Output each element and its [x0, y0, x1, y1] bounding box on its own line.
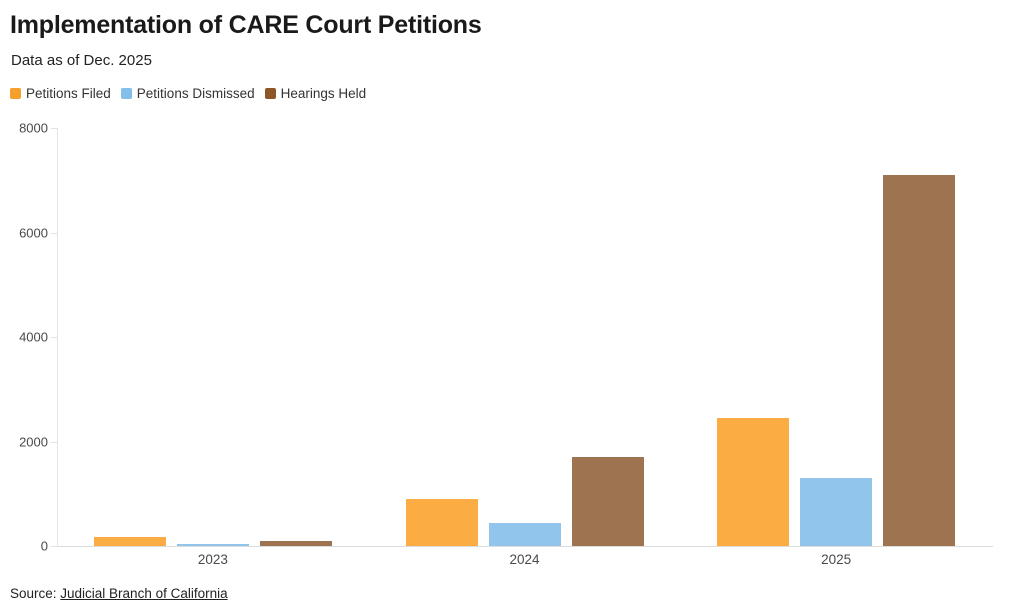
x-axis-label-2024: 2024 [509, 552, 540, 567]
x-axis-label-2023: 2023 [197, 552, 228, 567]
y-tick-label-4000: 4000 [19, 329, 48, 345]
y-axis: 0 2000 4000 6000 8000 [0, 118, 57, 576]
y-tick-mark-6000 [51, 232, 57, 234]
y-tick-label-8000: 8000 [19, 120, 48, 136]
bar-petitions-dismissed-2023[interactable] [176, 543, 249, 546]
bar-group-2025 [680, 128, 992, 546]
x-axis-labels: 2023 2024 2025 [57, 552, 992, 567]
bar-petitions-filed-2024[interactable] [405, 498, 478, 546]
y-tick-label-6000: 6000 [19, 225, 48, 240]
y-tick-mark-2000 [51, 441, 57, 443]
legend-item-petitions-dismissed: Petitions Dismissed [120, 86, 255, 101]
source-prefix: Source: [10, 586, 61, 601]
plot-area [57, 128, 992, 546]
y-axis-line [57, 128, 58, 546]
bar-hearings-held-2025[interactable] [883, 175, 956, 546]
bar-petitions-dismissed-2025[interactable] [800, 478, 873, 546]
bar-chart: 0 2000 4000 6000 8000 2023 2024 2025 [0, 118, 1020, 576]
source-link[interactable]: Judicial Branch of California [60, 586, 228, 601]
bar-hearings-held-2024[interactable] [571, 457, 644, 546]
y-tick-mark-0 [51, 546, 57, 547]
chart-subtitle: Data as of Dec. 2025 [11, 52, 152, 69]
bar-group-2024 [369, 128, 681, 546]
bar-hearings-held-2023[interactable] [259, 540, 332, 546]
legend-item-hearings-held: Hearings Held [264, 86, 367, 101]
y-tick-mark-8000 [51, 128, 57, 129]
bar-petitions-dismissed-2024[interactable] [488, 523, 561, 546]
legend-label: Petitions Filed [26, 86, 111, 101]
x-axis-baseline [57, 546, 993, 547]
x-axis-label-2025: 2025 [821, 552, 852, 567]
legend-swatch-petitions-filed [10, 88, 21, 99]
y-tick-label-2000: 2000 [19, 434, 48, 449]
legend-swatch-petitions-dismissed [120, 88, 132, 99]
legend: Petitions Filed Petitions Dismissed Hearin… [10, 86, 366, 101]
y-tick-label-0: 0 [40, 538, 48, 554]
legend-item-petitions-filed: Petitions Filed [10, 86, 111, 101]
bar-group-2023 [57, 128, 369, 546]
legend-swatch-hearings-held [264, 88, 276, 99]
bar-petitions-filed-2023[interactable] [93, 536, 166, 546]
source-line: Source: Judicial Branch of California [10, 586, 228, 601]
y-tick-mark-4000 [51, 337, 57, 338]
legend-label: Petitions Dismissed [136, 86, 255, 101]
bar-petitions-filed-2025[interactable] [717, 418, 790, 546]
chart-title: Implementation of CARE Court Petitions [10, 11, 482, 39]
legend-label: Hearings Held [280, 86, 367, 101]
